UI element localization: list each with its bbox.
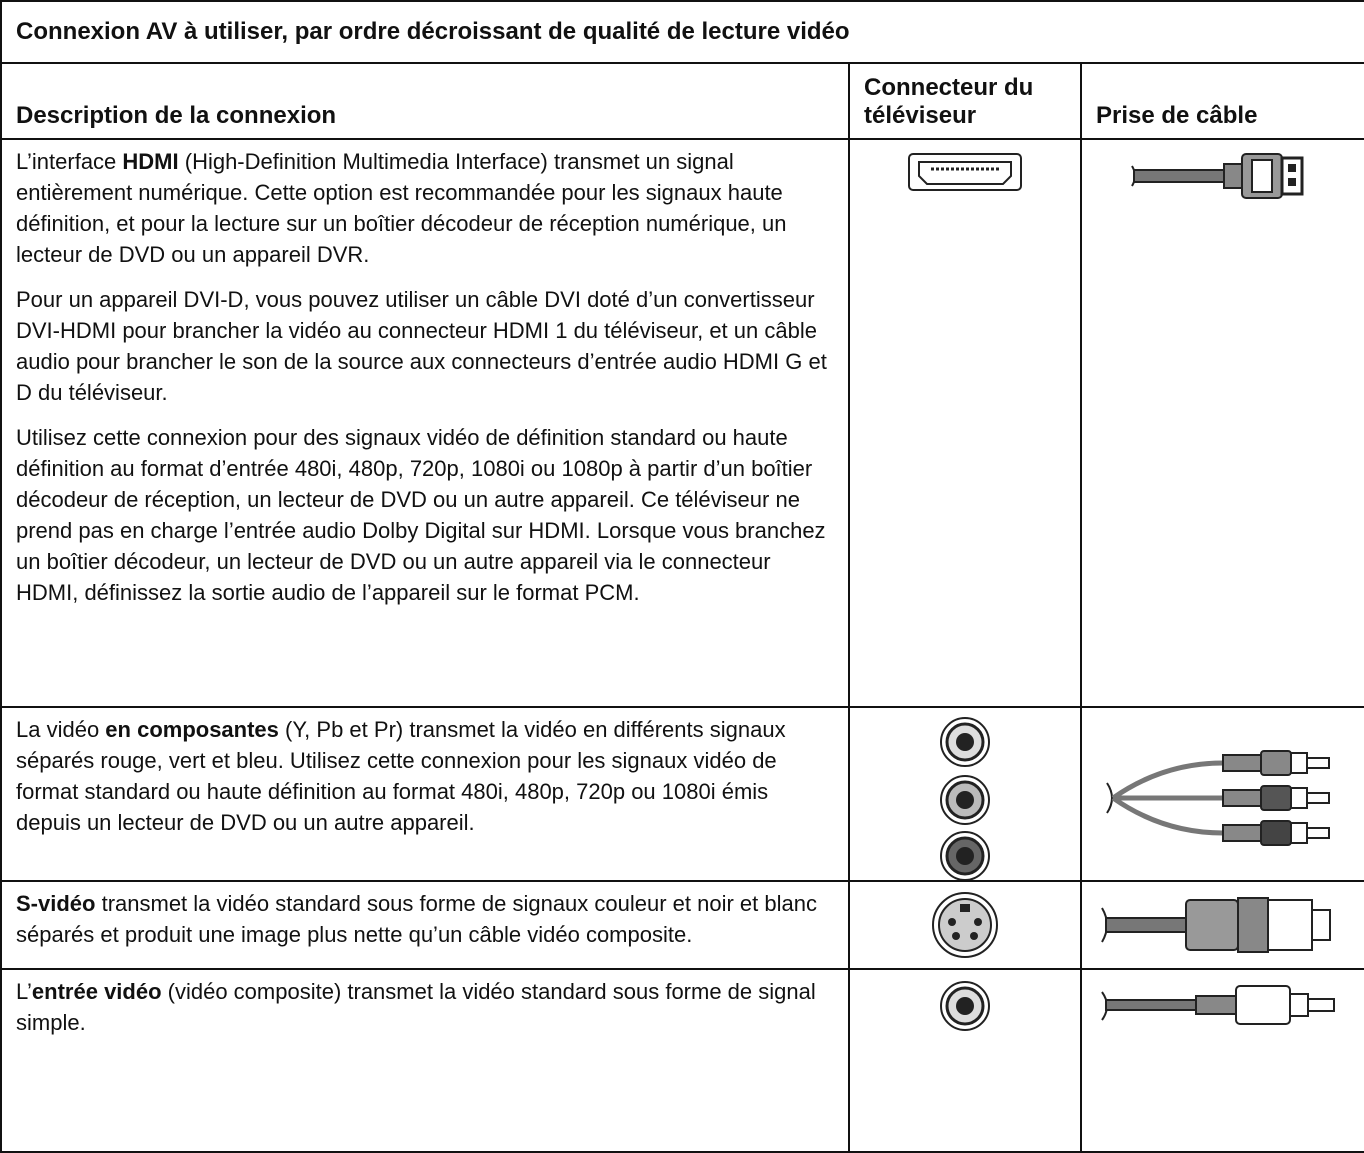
svideo-cable-icon — [1101, 897, 1332, 953]
title-row: Connexion AV à utiliser, par ordre décro… — [0, 0, 1364, 64]
column-header: Prise de câble — [1079, 62, 1364, 140]
connector-cell — [848, 138, 1082, 708]
connector-cell — [848, 968, 1082, 1153]
bold-text: en composantes — [105, 717, 279, 742]
connector-cell — [848, 706, 1082, 882]
header-row: Description de la connexion Connecteur d… — [0, 62, 1364, 140]
description-cell: L’interface HDMI (High-Definition Multim… — [0, 138, 850, 708]
paragraph: Utilisez cette connexion pour des signau… — [16, 422, 834, 608]
text: transmet la vidéo standard sous forme de… — [16, 891, 817, 947]
text: La vidéo — [16, 717, 106, 742]
svideo-port-icon — [932, 892, 998, 958]
cable-cell — [1079, 968, 1364, 1153]
column-header: Description de la connexion — [0, 62, 850, 140]
description-cell: S-vidéo transmet la vidéo standard sous … — [0, 880, 850, 970]
paragraph: L’interface HDMI (High-Definition Multim… — [16, 146, 834, 270]
connector-cell — [848, 880, 1082, 970]
component-cable-icon — [1106, 750, 1331, 846]
cable-cell — [1079, 880, 1364, 970]
text: L’ — [16, 979, 32, 1004]
paragraph: L’entrée vidéo (vidéo composite) transme… — [16, 976, 834, 1038]
paragraph: Pour un appareil DVI-D, vous pouvez util… — [16, 284, 834, 408]
composite-jack-icon — [940, 981, 990, 1031]
text: (Y, Pb et Pr) transmet la vidéo en diffé… — [16, 717, 786, 835]
table-row: L’interface HDMI (High-Definition Multim… — [0, 138, 1364, 708]
paragraph: La vidéo en composantes (Y, Pb et Pr) tr… — [16, 714, 834, 838]
table-row: La vidéo en composantes (Y, Pb et Pr) tr… — [0, 706, 1364, 882]
table-row: L’entrée vidéo (vidéo composite) transme… — [0, 968, 1364, 1153]
table-title: Connexion AV à utiliser, par ordre décro… — [0, 0, 1364, 64]
hdmi-port-icon — [908, 153, 1022, 191]
text: Pour un appareil DVI-D, vous pouvez util… — [16, 287, 827, 405]
composite-cable-icon — [1101, 985, 1336, 1025]
description-cell: La vidéo en composantes (Y, Pb et Pr) tr… — [0, 706, 850, 882]
bold-text: HDMI — [122, 149, 179, 174]
paragraph: S-vidéo transmet la vidéo standard sous … — [16, 888, 834, 950]
cable-cell — [1079, 138, 1364, 708]
text: (vidéo composite) transmet la vidéo stan… — [16, 979, 816, 1035]
column-header: Connecteur du téléviseur — [848, 62, 1082, 140]
text: L’interface — [16, 149, 123, 174]
description-cell: L’entrée vidéo (vidéo composite) transme… — [0, 968, 850, 1153]
bold-text: entrée vidéo — [31, 979, 162, 1004]
bold-text: S-vidéo — [16, 891, 96, 916]
text: (High-Definition Multimedia Interface) t… — [16, 149, 787, 267]
cable-cell — [1079, 706, 1364, 882]
table-row: S-vidéo transmet la vidéo standard sous … — [0, 880, 1364, 970]
hdmi-cable-icon — [1131, 153, 1304, 199]
component-jacks-icon — [940, 717, 990, 880]
text: Utilisez cette connexion pour des signau… — [16, 425, 826, 605]
